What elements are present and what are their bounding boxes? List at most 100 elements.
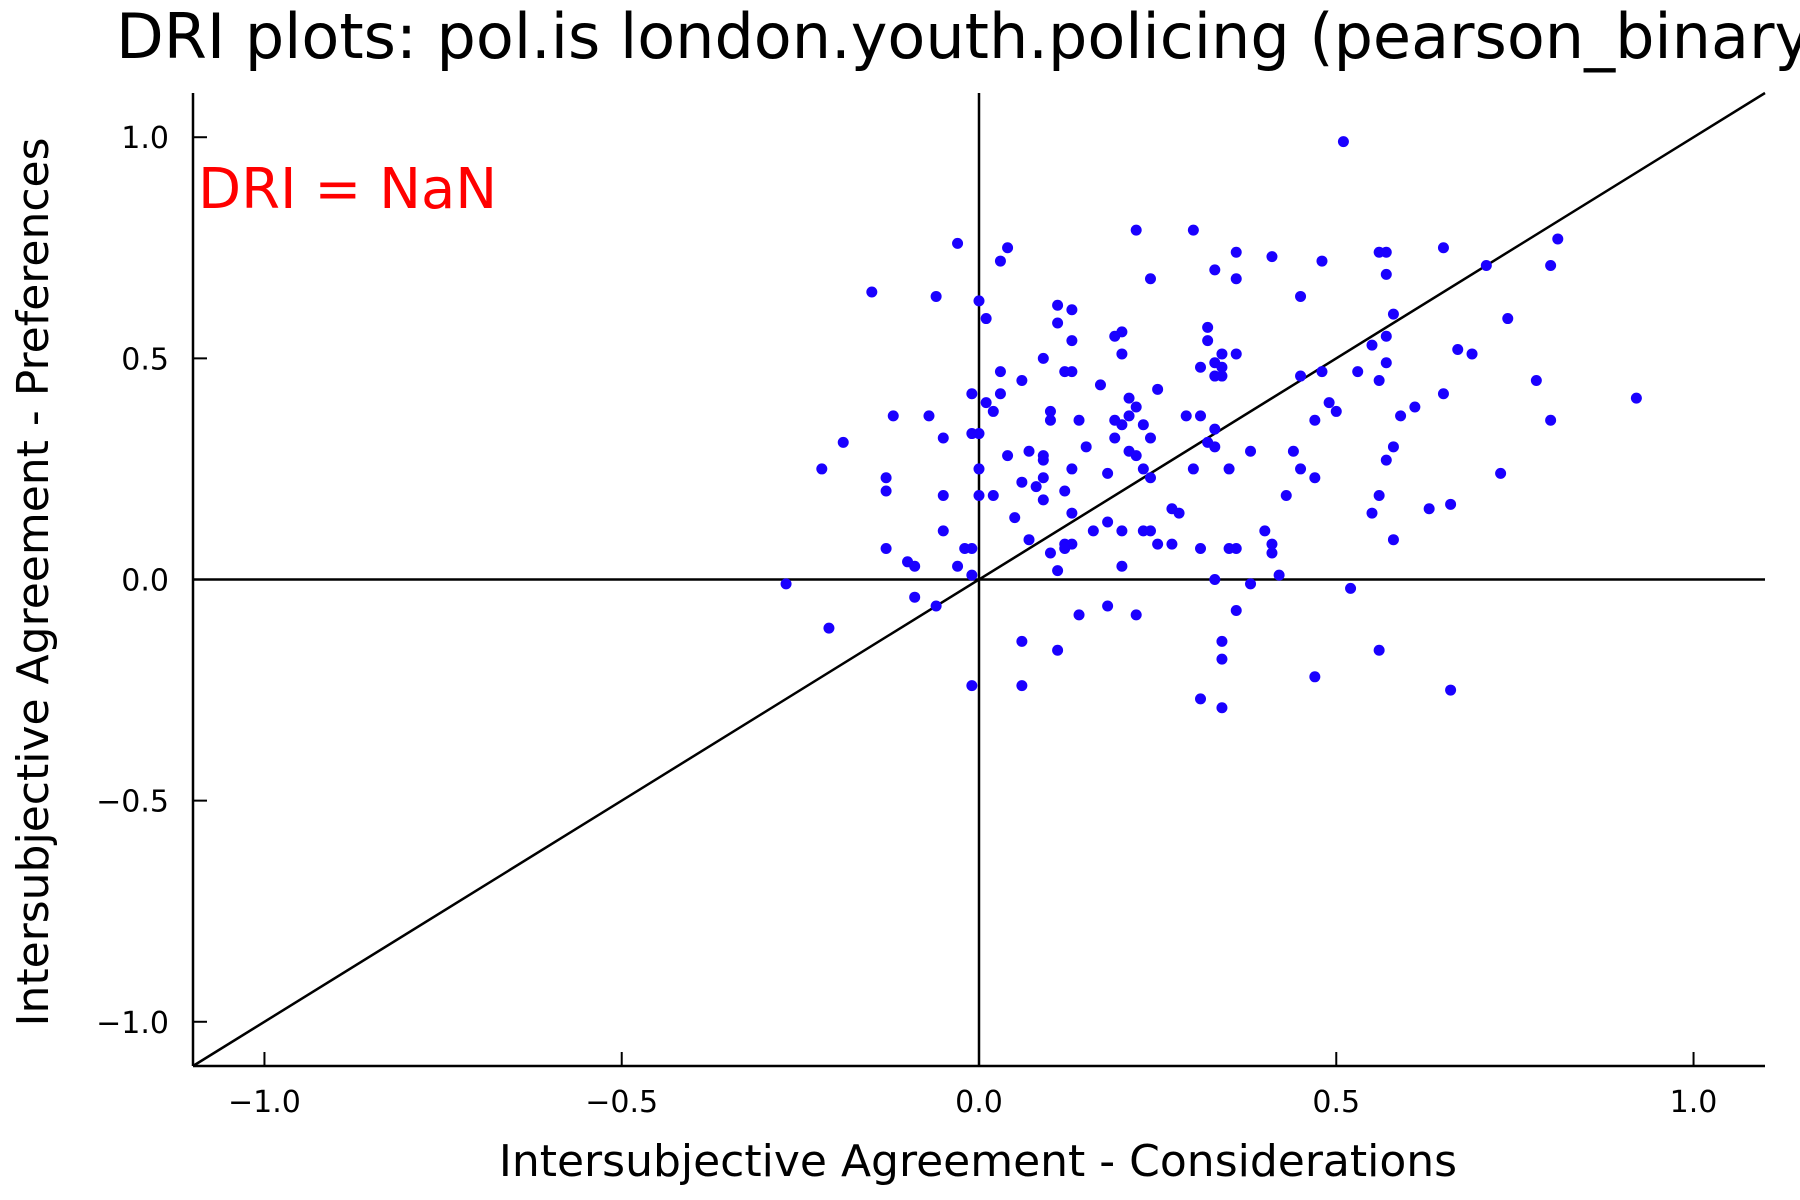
y-axis-label: Intersubjective Agreement - Preferences	[8, 137, 59, 1026]
data-point	[909, 591, 921, 603]
data-point	[1495, 467, 1507, 479]
data-point	[973, 463, 985, 475]
data-point	[1545, 259, 1557, 271]
data-point	[980, 313, 992, 325]
data-point	[1245, 578, 1257, 590]
data-point	[1130, 224, 1142, 236]
data-point	[1123, 392, 1135, 404]
data-point	[980, 397, 992, 409]
data-point	[1109, 330, 1121, 342]
data-point	[966, 680, 978, 692]
data-point	[1216, 370, 1228, 382]
data-point	[1202, 321, 1214, 333]
data-point	[1016, 635, 1028, 647]
data-point	[1016, 476, 1028, 488]
data-point	[1216, 348, 1228, 360]
data-point	[1066, 463, 1078, 475]
data-point	[1373, 374, 1385, 386]
data-point	[1502, 313, 1514, 325]
data-point	[1337, 136, 1349, 148]
data-point	[1195, 543, 1207, 555]
data-point	[780, 578, 792, 590]
data-point	[1109, 432, 1121, 444]
data-point	[987, 405, 999, 417]
data-point	[1366, 339, 1378, 351]
data-point	[966, 569, 978, 581]
data-point	[1216, 361, 1228, 373]
data-point	[1380, 454, 1392, 466]
data-point	[823, 622, 835, 634]
data-point	[1187, 224, 1199, 236]
data-point	[994, 255, 1006, 267]
data-point	[1373, 489, 1385, 501]
data-point	[1209, 441, 1221, 453]
y-tick-label: 0.5	[121, 342, 169, 377]
data-point	[1137, 419, 1149, 431]
data-point	[1195, 361, 1207, 373]
data-point	[1445, 498, 1457, 510]
x-tick-label: 0.5	[1312, 1085, 1360, 1120]
data-point	[1073, 609, 1085, 621]
data-point	[1094, 379, 1106, 391]
data-point	[1223, 463, 1235, 475]
data-point	[1195, 410, 1207, 422]
x-axis-label: Intersubjective Agreement - Consideratio…	[499, 1136, 1457, 1187]
data-point	[1423, 503, 1435, 515]
data-point	[987, 489, 999, 501]
y-tick-label: −0.5	[96, 785, 169, 820]
data-point	[1266, 547, 1278, 559]
data-point	[1266, 538, 1278, 550]
data-point	[937, 432, 949, 444]
data-point	[1144, 432, 1156, 444]
data-point	[887, 410, 899, 422]
data-point	[1037, 454, 1049, 466]
data-point	[923, 410, 935, 422]
data-point	[1059, 543, 1071, 555]
data-point	[1209, 574, 1221, 585]
data-point	[1080, 441, 1092, 453]
data-point	[1266, 251, 1278, 263]
data-point	[1173, 507, 1185, 519]
data-point	[1052, 299, 1064, 311]
data-point	[1130, 401, 1142, 413]
data-point	[1366, 507, 1378, 519]
data-point	[1166, 538, 1178, 550]
data-point	[1052, 565, 1064, 577]
data-point	[1009, 512, 1021, 524]
data-point	[1037, 352, 1049, 364]
data-point	[1144, 525, 1156, 537]
data-point	[1209, 423, 1221, 435]
data-point	[1130, 450, 1142, 462]
data-point	[1037, 472, 1049, 484]
data-point	[1144, 472, 1156, 484]
data-point	[1059, 485, 1071, 497]
data-point	[1102, 467, 1114, 479]
reference-lines	[192, 91, 1766, 1068]
data-point	[1309, 414, 1321, 426]
identity-line	[192, 91, 1766, 1068]
y-tick-label: −1.0	[96, 1006, 169, 1041]
data-point	[973, 489, 985, 501]
data-point	[1409, 401, 1421, 413]
data-point	[1545, 414, 1557, 426]
data-point	[1245, 445, 1257, 457]
data-point	[880, 472, 892, 484]
data-point	[1066, 335, 1078, 347]
data-point	[952, 560, 964, 572]
data-point	[1016, 374, 1028, 386]
data-point	[1216, 653, 1228, 665]
data-point	[1295, 463, 1307, 475]
data-point	[1180, 410, 1192, 422]
data-point	[1002, 450, 1014, 462]
data-point	[1066, 366, 1078, 378]
data-point	[930, 290, 942, 302]
data-point	[1216, 702, 1228, 714]
y-tick-label: 1.0	[121, 121, 169, 156]
data-point	[952, 237, 964, 249]
data-point	[1152, 538, 1164, 550]
data-point	[1352, 366, 1364, 378]
y-axis-ticks: −1.0 −0.5 0.0 0.5 1.0	[96, 121, 207, 1041]
data-point	[1437, 388, 1449, 400]
